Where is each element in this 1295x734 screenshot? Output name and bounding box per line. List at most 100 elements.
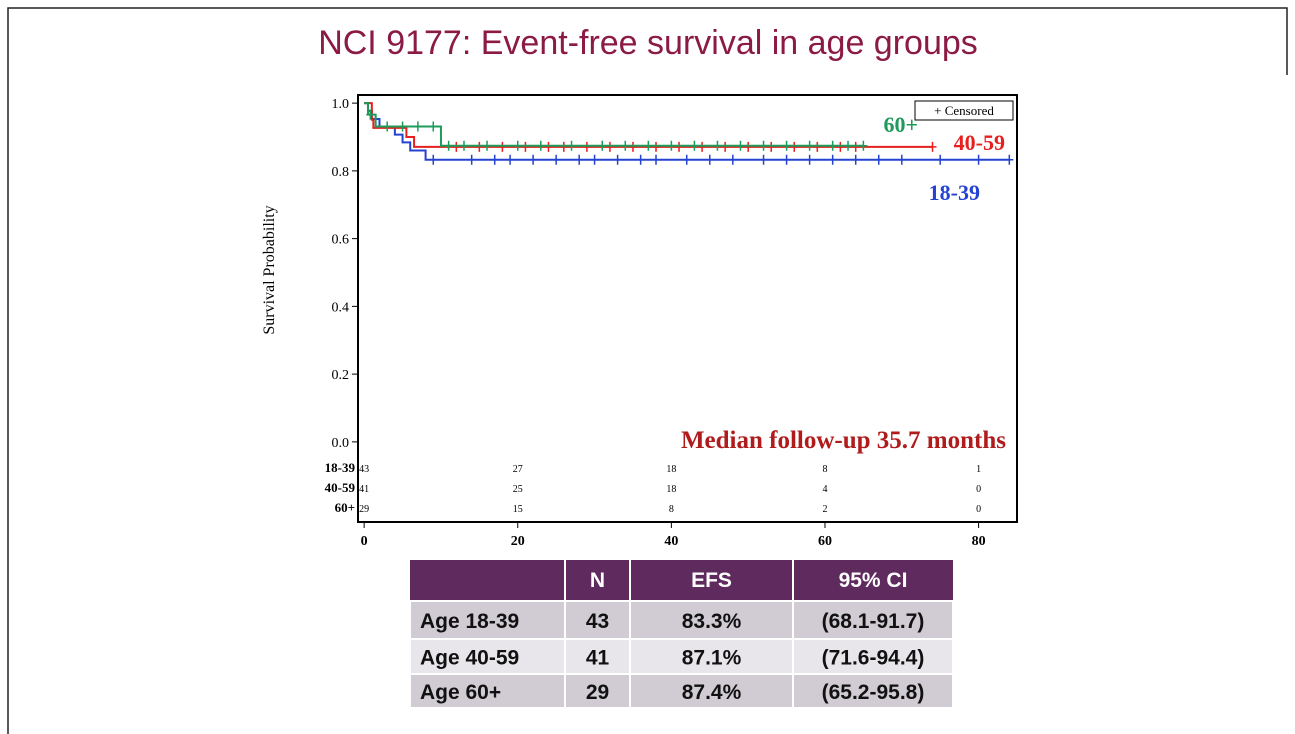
censor-mark: [698, 141, 707, 152]
survival-curve: [364, 102, 864, 147]
x-tick-label: 20: [511, 534, 525, 549]
censor-mark: [459, 140, 468, 151]
y-tick-label: 1.0: [332, 97, 350, 112]
censor-mark: [536, 140, 545, 151]
censor-mark: [413, 121, 422, 132]
censor-mark: [590, 154, 599, 165]
table-cell: [566, 602, 629, 638]
table-text: 41: [586, 647, 610, 670]
censor-mark: [613, 154, 622, 165]
risk-count: 41: [359, 484, 369, 495]
table-text: Age 60+: [420, 681, 501, 704]
risk-count: 25: [513, 484, 523, 495]
censor-mark: [705, 154, 714, 165]
table-text: 43: [586, 610, 609, 633]
censor-mark: [444, 140, 453, 151]
censor-mark: [652, 154, 661, 165]
x-tick-label: 0: [361, 534, 368, 549]
risk-count: 1: [976, 464, 981, 475]
censor-mark: [521, 141, 530, 152]
chart-title: NCI 9177: Event-free survival in age gro…: [318, 24, 978, 62]
censor-mark: [498, 141, 507, 152]
series-label: 40-59: [954, 130, 1005, 155]
series-label: 60+: [883, 112, 918, 137]
y-tick-label: 0.2: [332, 368, 350, 383]
risk-count: 18: [666, 484, 676, 495]
censor-mark: [790, 141, 799, 152]
censor-mark: [575, 154, 584, 165]
censor-mark: [582, 141, 591, 152]
censor-mark: [767, 141, 776, 152]
risk-row-label: 18-39: [325, 460, 356, 475]
censor-mark: [859, 140, 868, 151]
table-cell: [794, 675, 952, 707]
censor-mark: [690, 140, 699, 151]
censor-mark: [759, 140, 768, 151]
table-cell: [566, 640, 629, 673]
series-label: 18-39: [929, 180, 980, 205]
censor-mark: [813, 141, 822, 152]
table-text: 83.3%: [682, 610, 742, 633]
censor-mark: [682, 154, 691, 165]
table-cell: [631, 675, 792, 707]
censor-mark: [828, 154, 837, 165]
censor-mark: [805, 154, 814, 165]
y-tick-label: 0.6: [332, 233, 350, 248]
risk-count: 0: [976, 484, 981, 495]
censor-mark: [628, 141, 637, 152]
table-text: Age 18-39: [420, 610, 519, 633]
censor-mark: [559, 141, 568, 152]
censor-mark: [567, 140, 576, 151]
censor-mark: [828, 140, 837, 151]
risk-count: 18: [666, 464, 676, 475]
table-cell: [411, 675, 564, 707]
censor-mark: [805, 140, 814, 151]
table-cell: [411, 640, 564, 673]
table-text: (71.6-94.4): [822, 647, 925, 670]
table-cell: [631, 640, 792, 673]
censor-mark: [429, 121, 438, 132]
censor-mark: [452, 141, 461, 152]
survival-curve: [364, 102, 933, 148]
risk-count: 4: [822, 484, 827, 495]
censor-mark: [897, 154, 906, 165]
censor-mark: [398, 121, 407, 132]
censor-mark: [652, 141, 661, 152]
risk-count: 0: [976, 504, 981, 515]
censor-mark: [366, 109, 375, 120]
table-header: N: [590, 569, 605, 592]
censor-legend: + Censored: [934, 103, 994, 118]
table-text: 29: [586, 681, 609, 704]
censor-mark: [782, 140, 791, 151]
censor-mark: [836, 141, 845, 152]
y-axis-label: Survival Probability: [261, 205, 278, 334]
censor-mark: [851, 154, 860, 165]
censor-mark: [928, 141, 937, 152]
censor-mark: [936, 154, 945, 165]
censor-mark: [736, 140, 745, 151]
censor-mark: [383, 121, 392, 132]
censor-mark: [490, 154, 499, 165]
risk-count: 15: [513, 504, 523, 515]
censor-mark: [636, 154, 645, 165]
censor-mark: [844, 140, 853, 151]
risk-count: 2: [822, 504, 827, 515]
table-header: EFS: [691, 569, 732, 592]
censor-mark: [621, 140, 630, 151]
censor-mark: [467, 154, 476, 165]
x-tick-label: 60: [818, 534, 832, 549]
y-tick-label: 0.8: [332, 165, 350, 180]
censor-mark: [721, 141, 730, 152]
risk-row-label: 40-59: [325, 480, 356, 495]
table-text: (68.1-91.7): [822, 610, 925, 633]
censor-mark: [1005, 154, 1014, 165]
risk-count: 8: [669, 504, 674, 515]
annotation: Median follow-up 35.7 months: [681, 427, 1006, 454]
censor-mark: [874, 154, 883, 165]
table-cell: [794, 602, 952, 638]
censor-mark: [851, 141, 860, 152]
risk-row-label: 60+: [335, 500, 355, 515]
y-tick-label: 0.4: [332, 300, 350, 315]
